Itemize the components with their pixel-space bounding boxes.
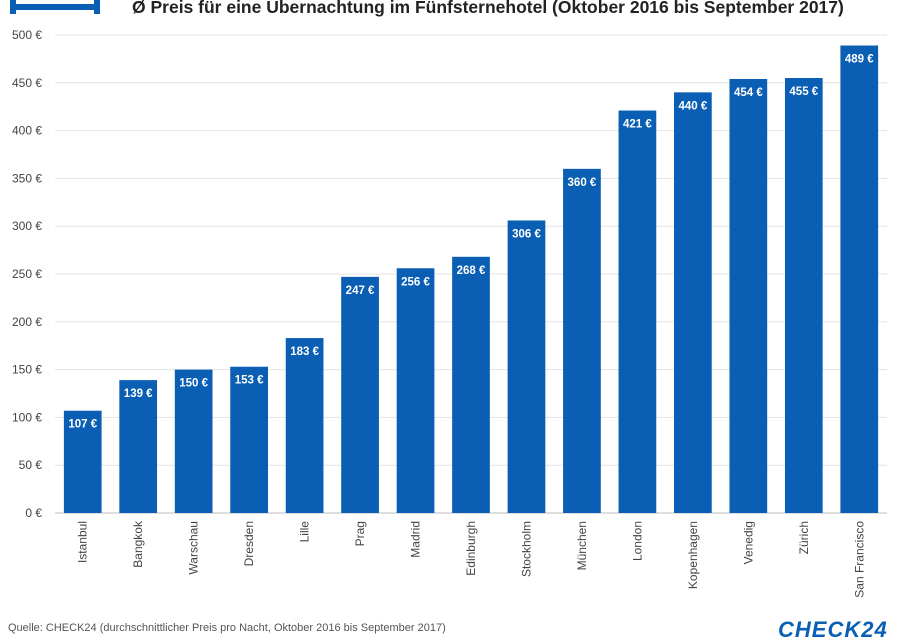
y-tick-label: 300 € [12, 219, 42, 233]
bar-value-label: 139 € [124, 388, 153, 400]
brand-logo[interactable]: CHECK24 [778, 617, 888, 642]
bar[interactable] [63, 410, 102, 513]
x-tick-label: Dresden [242, 521, 256, 566]
y-tick-label: 0 € [25, 506, 42, 520]
bar-value-label: 440 € [678, 100, 707, 112]
bar-value-label: 183 € [290, 346, 319, 358]
bar-value-label: 153 € [235, 375, 264, 387]
x-tick-label: Edinburgh [464, 521, 478, 576]
x-tick-label: Venedig [741, 521, 755, 564]
y-tick-label: 50 € [19, 458, 43, 472]
y-tick-label: 400 € [12, 124, 42, 138]
bar[interactable] [674, 92, 712, 514]
y-tick-label: 500 € [12, 28, 42, 42]
y-axis-ticks: 0 € 50 € 100 € 150 € 200 € 250 € 300 € 350 € 400… [12, 28, 42, 520]
bar[interactable] [452, 256, 490, 513]
bar-chart: 0 € 50 € 100 € 150 € 200 € 250 € 300 € 350 € 400… [12, 28, 887, 598]
x-tick-label: Stockholm [519, 521, 533, 577]
bar[interactable] [840, 45, 879, 514]
bar-value-label: 150 € [179, 378, 208, 390]
x-tick-label: Zürich [797, 521, 811, 554]
bar-value-label: 256 € [401, 276, 430, 288]
bar[interactable] [729, 78, 768, 513]
x-tick-label: San Francisco [852, 521, 866, 598]
chart-title: Ø Preis für eine Übernachtung im Fünfste… [132, 0, 844, 17]
bar-value-label: 360 € [568, 177, 597, 189]
bars [63, 45, 879, 514]
x-tick-label: Bangkok [131, 520, 145, 568]
bar-value-label: 455 € [789, 86, 818, 98]
bar[interactable] [341, 276, 379, 513]
y-tick-label: 200 € [12, 315, 42, 329]
x-tick-label: Prag [353, 521, 367, 546]
x-tick-label: Warschau [187, 521, 201, 575]
x-tick-label: Istanbul [76, 521, 90, 563]
x-tick-label: München [575, 521, 589, 570]
y-tick-label: 350 € [12, 171, 42, 185]
bar-value-label: 107 € [68, 419, 97, 431]
y-tick-label: 150 € [12, 363, 42, 377]
x-axis-ticks: Istanbul Bangkok Warschau Dresden Lille Prag M… [76, 520, 867, 598]
bed-icon [10, 0, 100, 14]
bar[interactable] [396, 268, 435, 513]
bar[interactable] [784, 78, 823, 514]
y-tick-label: 100 € [12, 410, 42, 424]
x-tick-label: Madrid [409, 521, 423, 558]
x-tick-label: London [630, 521, 644, 561]
bar-value-label: 247 € [346, 285, 375, 297]
bar-value-label: 489 € [845, 54, 874, 66]
bar[interactable] [563, 168, 601, 513]
bar[interactable] [285, 338, 324, 513]
x-tick-label: Lille [298, 521, 312, 543]
bar[interactable] [174, 369, 213, 513]
value-labels: 107 € 139 € 150 € 153 € 183 € 247 € 256 € 268 €… [68, 54, 874, 431]
source-note: Quelle: CHECK24 (durchschnittlicher Prei… [8, 622, 446, 634]
bar[interactable] [618, 110, 657, 514]
x-tick-label: Kopenhagen [686, 521, 700, 589]
bar-value-label: 421 € [623, 119, 652, 131]
bar-value-label: 454 € [734, 87, 763, 99]
bar-value-label: 268 € [457, 265, 486, 277]
y-tick-label: 450 € [12, 76, 42, 90]
bar[interactable] [119, 380, 158, 513]
y-tick-label: 250 € [12, 267, 42, 281]
bar-value-label: 306 € [512, 228, 541, 240]
bar[interactable] [230, 366, 268, 513]
bar[interactable] [507, 220, 546, 514]
